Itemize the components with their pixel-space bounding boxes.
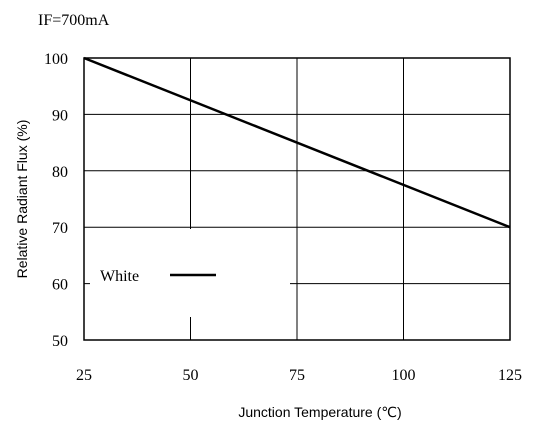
y-tick-labels: 50 60 70 80 90 100 [44,51,68,350]
y-axis-label: Relative Radiant Flux (%) [14,120,30,279]
legend: White [90,229,290,317]
y-tick-label: 100 [44,51,68,68]
x-tick-label: 50 [183,367,199,384]
x-tick-labels: 25 50 75 100 125 [76,367,522,384]
x-axis-label: Junction Temperature (℃) [238,404,401,420]
x-tick-label: 125 [498,367,522,384]
y-tick-label: 70 [52,220,68,237]
legend-background [90,229,290,317]
x-tick-label: 100 [392,367,416,384]
condition-label: IF=700mA [38,12,110,29]
y-tick-label: 50 [52,333,68,350]
y-tick-label: 80 [52,164,68,181]
x-tick-label: 25 [76,367,92,384]
y-tick-label: 60 [52,277,68,294]
y-tick-label: 90 [52,107,68,124]
legend-label: White [100,268,139,285]
x-tick-label: 75 [289,367,305,384]
series-line-white [83,56,511,229]
plot-frame [83,57,511,341]
series [83,56,511,229]
